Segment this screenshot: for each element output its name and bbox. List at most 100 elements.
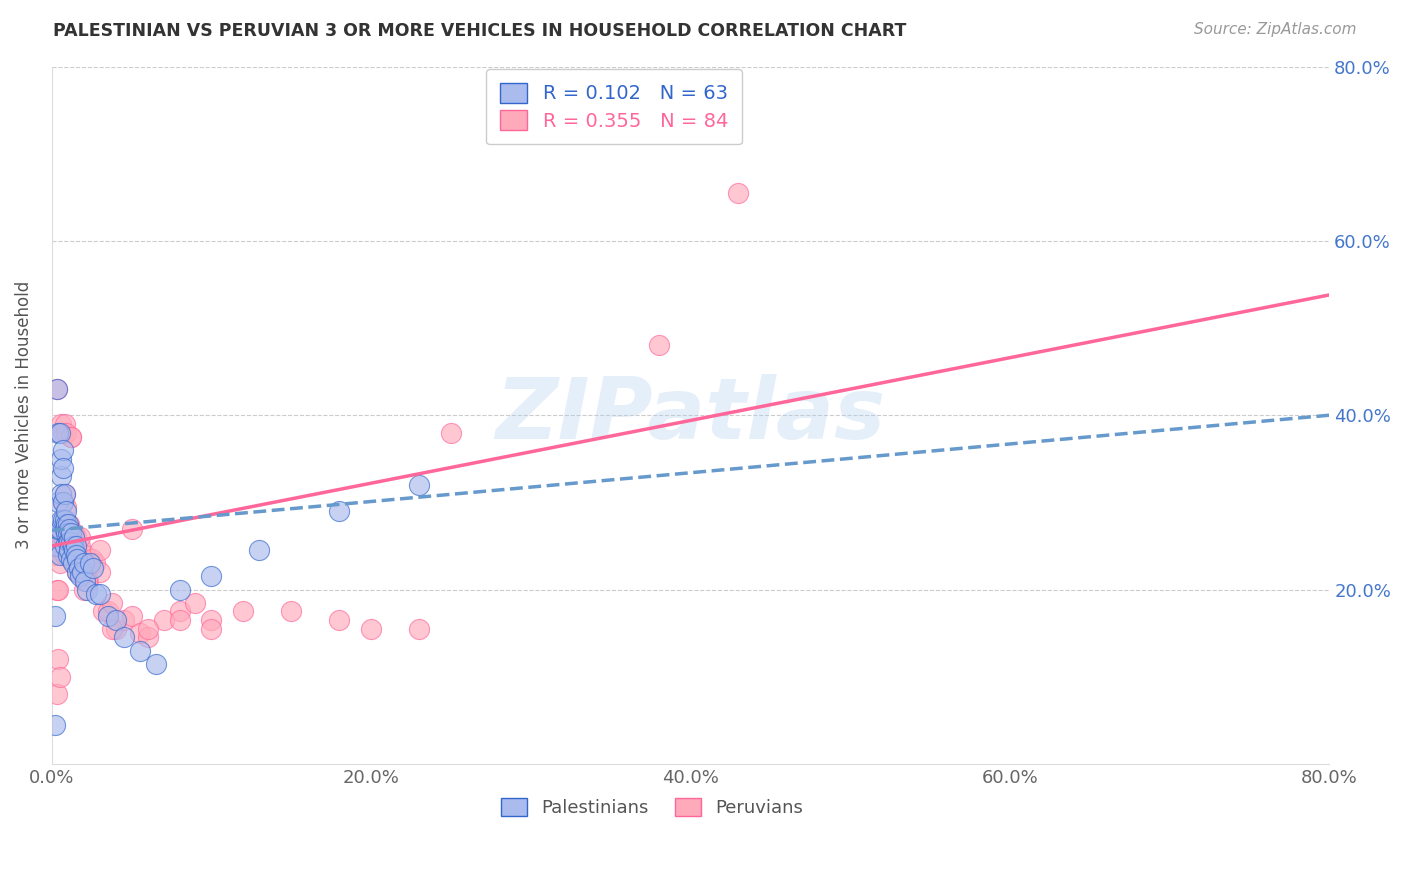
Point bbox=[70, 565, 93, 579]
Point bbox=[52, 530, 75, 544]
Point bbox=[101, 622, 124, 636]
Point bbox=[59, 548, 82, 562]
Point bbox=[55, 534, 77, 549]
Point bbox=[200, 613, 222, 627]
Point bbox=[152, 613, 174, 627]
Point bbox=[65, 539, 87, 553]
Point bbox=[80, 552, 103, 566]
Point bbox=[51, 469, 73, 483]
Point bbox=[69, 539, 91, 553]
Point bbox=[56, 525, 79, 540]
Point bbox=[58, 525, 80, 540]
Point bbox=[66, 552, 89, 566]
Point bbox=[75, 548, 97, 562]
Point bbox=[53, 417, 76, 431]
Point bbox=[69, 530, 91, 544]
Point bbox=[53, 539, 76, 553]
Point bbox=[70, 569, 93, 583]
Point bbox=[69, 557, 91, 571]
Point bbox=[169, 604, 191, 618]
Point bbox=[58, 534, 80, 549]
Point bbox=[52, 443, 75, 458]
Point bbox=[280, 604, 302, 618]
Point bbox=[46, 582, 69, 597]
Point bbox=[55, 504, 77, 518]
Point bbox=[59, 430, 82, 444]
Point bbox=[408, 478, 430, 492]
Point bbox=[89, 543, 111, 558]
Point bbox=[58, 517, 80, 532]
Point bbox=[56, 522, 79, 536]
Point bbox=[58, 534, 80, 549]
Point bbox=[56, 517, 79, 532]
Point bbox=[104, 613, 127, 627]
Point bbox=[56, 522, 79, 536]
Text: Source: ZipAtlas.com: Source: ZipAtlas.com bbox=[1194, 22, 1357, 37]
Point bbox=[51, 513, 73, 527]
Point bbox=[83, 557, 105, 571]
Point bbox=[65, 552, 87, 566]
Point bbox=[76, 574, 98, 588]
Point bbox=[76, 582, 98, 597]
Point bbox=[55, 425, 77, 440]
Point bbox=[56, 548, 79, 562]
Point bbox=[52, 425, 75, 440]
Point bbox=[53, 548, 76, 562]
Point bbox=[53, 486, 76, 500]
Point bbox=[62, 534, 84, 549]
Point bbox=[55, 525, 77, 540]
Point bbox=[59, 552, 82, 566]
Point bbox=[48, 522, 70, 536]
Point bbox=[59, 530, 82, 544]
Point bbox=[45, 382, 67, 396]
Point bbox=[45, 582, 67, 597]
Point bbox=[59, 525, 82, 540]
Point bbox=[440, 425, 463, 440]
Point bbox=[48, 557, 70, 571]
Point bbox=[62, 539, 84, 553]
Point bbox=[112, 631, 135, 645]
Point bbox=[647, 338, 669, 352]
Point bbox=[65, 548, 87, 562]
Point bbox=[46, 530, 69, 544]
Point bbox=[44, 548, 66, 562]
Point bbox=[727, 186, 749, 200]
Text: ZIPatlas: ZIPatlas bbox=[495, 374, 886, 457]
Point bbox=[51, 522, 73, 536]
Point bbox=[51, 451, 73, 466]
Point bbox=[52, 460, 75, 475]
Point bbox=[51, 539, 73, 553]
Point bbox=[104, 622, 127, 636]
Point bbox=[69, 569, 91, 583]
Point bbox=[46, 522, 69, 536]
Point bbox=[121, 608, 143, 623]
Point bbox=[360, 622, 382, 636]
Point bbox=[184, 596, 207, 610]
Point bbox=[75, 574, 97, 588]
Point bbox=[53, 486, 76, 500]
Point bbox=[65, 539, 87, 553]
Point bbox=[51, 486, 73, 500]
Point bbox=[52, 495, 75, 509]
Point bbox=[101, 596, 124, 610]
Point bbox=[136, 631, 159, 645]
Point bbox=[48, 548, 70, 562]
Point bbox=[48, 522, 70, 536]
Point bbox=[58, 543, 80, 558]
Point bbox=[46, 495, 69, 509]
Point bbox=[73, 582, 96, 597]
Point bbox=[77, 574, 100, 588]
Point bbox=[145, 657, 167, 671]
Point bbox=[58, 522, 80, 536]
Point bbox=[63, 543, 86, 558]
Point bbox=[53, 513, 76, 527]
Point bbox=[56, 525, 79, 540]
Point bbox=[73, 557, 96, 571]
Point bbox=[328, 504, 350, 518]
Point bbox=[67, 560, 90, 574]
Point bbox=[56, 534, 79, 549]
Point bbox=[53, 522, 76, 536]
Point bbox=[62, 557, 84, 571]
Point bbox=[63, 530, 86, 544]
Point bbox=[51, 522, 73, 536]
